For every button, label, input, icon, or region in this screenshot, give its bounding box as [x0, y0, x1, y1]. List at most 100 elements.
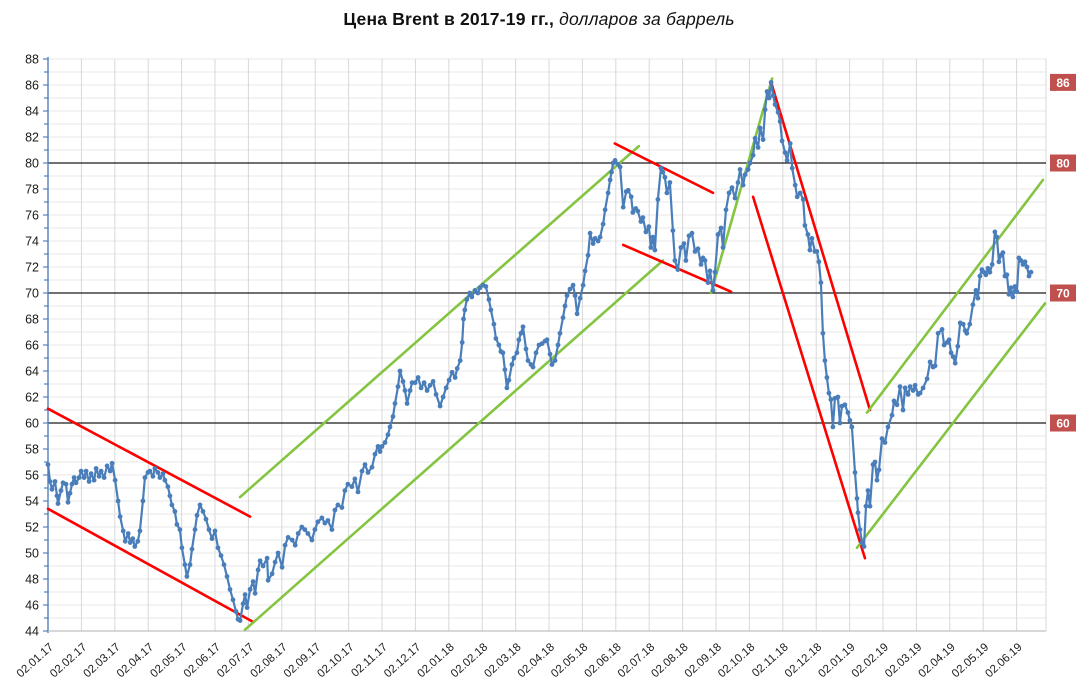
price-marker [486, 297, 492, 302]
price-marker [269, 571, 275, 577]
price-marker [101, 475, 107, 480]
price-marker [570, 282, 576, 288]
price-marker [698, 262, 704, 267]
price-marker [289, 537, 295, 543]
price-marker [215, 545, 221, 551]
price-marker [162, 477, 168, 483]
price-marker [120, 528, 126, 534]
price-marker [109, 460, 115, 466]
price-marker [312, 527, 318, 532]
price-marker [189, 546, 195, 552]
price-marker [98, 468, 104, 474]
chart-title-sub: долларов за баррель [554, 9, 735, 29]
price-marker [544, 337, 550, 343]
price-marker [265, 577, 271, 583]
price-marker [564, 293, 570, 298]
price-marker [509, 362, 515, 367]
price-marker [142, 475, 148, 480]
price-marker [73, 480, 79, 486]
price-marker [244, 605, 250, 610]
price-marker [67, 490, 73, 496]
price-marker [718, 225, 724, 231]
trend-line-crash-2018-upper [769, 81, 872, 412]
price-marker [772, 102, 778, 107]
price-marker [464, 297, 470, 302]
price-marker [837, 420, 843, 426]
y-axis-label: 82 [25, 131, 39, 145]
price-marker [889, 412, 895, 418]
y-axis-label: 74 [25, 235, 39, 249]
vertical-gridlines [47, 59, 1047, 631]
price-marker [845, 410, 851, 415]
price-marker [182, 562, 188, 568]
price-marker [427, 382, 433, 388]
y-axis-label: 62 [25, 391, 39, 405]
price-marker [702, 258, 708, 263]
price-marker [209, 536, 215, 542]
price-marker [802, 223, 808, 228]
price-marker [282, 542, 288, 548]
price-marker [514, 350, 520, 356]
price-marker [104, 463, 110, 469]
price-marker [689, 230, 695, 236]
price-marker [826, 390, 832, 396]
price-marker [369, 464, 375, 470]
price-marker [777, 119, 783, 124]
y-axis-label: 72 [25, 261, 39, 275]
price-marker [630, 210, 636, 215]
price-marker [695, 246, 701, 252]
price-marker [900, 407, 906, 413]
price-marker [496, 342, 502, 348]
price-marker [715, 232, 721, 237]
y-axis-label: 58 [25, 443, 39, 457]
price-marker [187, 562, 193, 568]
price-series [45, 80, 1034, 623]
price-marker [397, 368, 403, 374]
price-marker [876, 467, 882, 473]
price-marker [577, 295, 583, 301]
price-marker [421, 380, 427, 386]
price-marker [775, 109, 781, 115]
y-axis-label: 46 [25, 599, 39, 613]
price-marker [1018, 258, 1024, 263]
price-marker [506, 377, 512, 383]
price-marker [469, 294, 475, 300]
price-marker [620, 204, 626, 210]
price-marker [964, 330, 970, 336]
y-axis-label: 50 [25, 547, 39, 561]
price-marker [86, 479, 92, 484]
price-marker [847, 418, 853, 423]
price-marker [667, 180, 673, 185]
price-badge-box-60 [1050, 414, 1076, 432]
price-marker [710, 288, 716, 293]
price-marker [359, 468, 365, 474]
price-marker [882, 440, 888, 445]
x-axis-label: 02.06.19 [983, 641, 1024, 680]
price-marker [950, 354, 956, 360]
price-marker [200, 509, 206, 514]
price-marker [349, 484, 355, 490]
price-marker [65, 499, 71, 505]
price-marker [617, 164, 623, 170]
price-marker [960, 321, 966, 327]
price-marker [994, 234, 1000, 240]
price-marker [58, 488, 64, 493]
price-badge-label: 70 [1056, 287, 1070, 301]
price-badge-box-70 [1050, 284, 1076, 302]
price-marker [757, 125, 763, 131]
price-marker [737, 167, 743, 172]
price-marker [807, 247, 813, 253]
price-marker [462, 307, 468, 313]
y-axis-label: 60 [25, 417, 39, 431]
y-axis-label: 48 [25, 573, 39, 587]
price-marker [169, 502, 175, 508]
price-marker [595, 238, 601, 244]
price-marker [932, 363, 938, 369]
price-marker [1004, 272, 1010, 278]
price-marker [635, 208, 641, 214]
price-marker [784, 158, 790, 163]
price-marker [580, 282, 586, 288]
price-marker [760, 137, 766, 143]
price-marker [910, 388, 916, 393]
